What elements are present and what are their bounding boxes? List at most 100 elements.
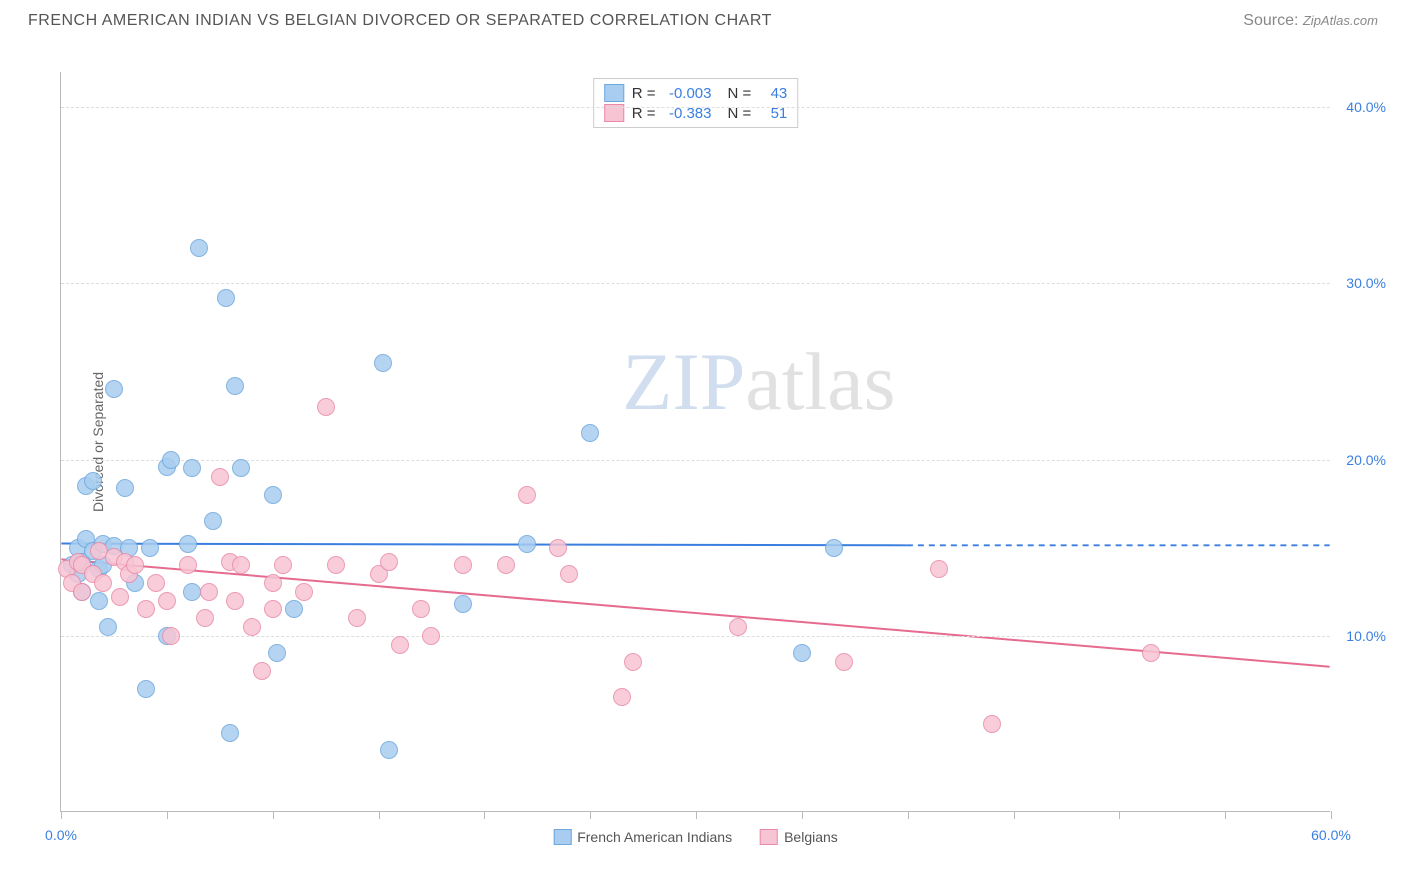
legend-item: French American Indians	[553, 829, 732, 845]
x-tick	[1119, 811, 1120, 819]
x-tick	[908, 811, 909, 819]
x-tick	[61, 811, 62, 819]
data-point	[94, 574, 112, 592]
data-point	[374, 354, 392, 372]
y-tick-label: 10.0%	[1346, 628, 1386, 644]
data-point	[253, 662, 271, 680]
data-point	[221, 724, 239, 742]
x-tick	[1225, 811, 1226, 819]
data-point	[200, 583, 218, 601]
data-point	[179, 535, 197, 553]
data-point	[454, 595, 472, 613]
data-point	[422, 627, 440, 645]
data-point	[983, 715, 1001, 733]
x-tick	[590, 811, 591, 819]
data-point	[162, 451, 180, 469]
data-point	[179, 556, 197, 574]
data-point	[518, 486, 536, 504]
data-point	[549, 539, 567, 557]
x-tick	[1014, 811, 1015, 819]
data-point	[1142, 644, 1160, 662]
data-point	[412, 600, 430, 618]
data-point	[274, 556, 292, 574]
legend-label: Belgians	[784, 829, 838, 845]
data-point	[147, 574, 165, 592]
data-point	[158, 592, 176, 610]
data-point	[497, 556, 515, 574]
data-point	[613, 688, 631, 706]
x-tick-label-min: 0.0%	[45, 827, 77, 843]
data-point	[137, 680, 155, 698]
data-point	[930, 560, 948, 578]
gridline	[61, 107, 1330, 108]
series-legend: French American Indians Belgians	[553, 829, 838, 845]
data-point	[285, 600, 303, 618]
watermark-atlas: atlas	[745, 336, 895, 427]
data-point	[729, 618, 747, 636]
data-point	[73, 583, 91, 601]
y-tick-label: 20.0%	[1346, 452, 1386, 468]
x-tick-label-max: 60.0%	[1311, 827, 1351, 843]
y-tick-label: 40.0%	[1346, 99, 1386, 115]
data-point	[317, 398, 335, 416]
stat-r-label: R =	[632, 85, 656, 102]
y-tick-label: 30.0%	[1346, 275, 1386, 291]
data-point	[825, 539, 843, 557]
data-point	[217, 289, 235, 307]
data-point	[183, 459, 201, 477]
chart-header: FRENCH AMERICAN INDIAN VS BELGIAN DIVORC…	[0, 0, 1406, 34]
x-tick	[167, 811, 168, 819]
data-point	[518, 535, 536, 553]
gridline	[61, 283, 1330, 284]
data-point	[232, 556, 250, 574]
data-point	[624, 653, 642, 671]
source-value: ZipAtlas.com	[1303, 13, 1378, 28]
data-point	[126, 556, 144, 574]
data-point	[137, 600, 155, 618]
data-point	[226, 592, 244, 610]
data-point	[204, 512, 222, 530]
data-point	[190, 239, 208, 257]
stat-n-value: 43	[759, 85, 787, 102]
data-point	[264, 574, 282, 592]
data-point	[581, 424, 599, 442]
stat-legend-row: R = -0.003 N = 43	[604, 83, 788, 103]
data-point	[835, 653, 853, 671]
watermark-zip: ZIP	[622, 336, 745, 427]
watermark: ZIPatlas	[622, 335, 895, 429]
stat-r-value: -0.003	[664, 85, 712, 102]
data-point	[454, 556, 472, 574]
gridline	[61, 460, 1330, 461]
x-tick	[273, 811, 274, 819]
data-point	[90, 592, 108, 610]
data-point	[380, 553, 398, 571]
x-tick	[696, 811, 697, 819]
data-point	[99, 618, 117, 636]
data-point	[380, 741, 398, 759]
x-tick	[484, 811, 485, 819]
data-point	[268, 644, 286, 662]
chart-title: FRENCH AMERICAN INDIAN VS BELGIAN DIVORC…	[28, 12, 772, 30]
data-point	[327, 556, 345, 574]
stat-legend: R =-0.003N =43R =-0.383N =51	[593, 78, 799, 128]
trendlines-svg	[61, 72, 1330, 811]
trend-line	[61, 559, 1329, 666]
data-point	[348, 609, 366, 627]
data-point	[183, 583, 201, 601]
data-point	[295, 583, 313, 601]
x-tick	[379, 811, 380, 819]
legend-swatch	[604, 84, 624, 102]
data-point	[264, 486, 282, 504]
stat-n-label: N =	[728, 85, 752, 102]
data-point	[211, 468, 229, 486]
data-point	[243, 618, 261, 636]
data-point	[196, 609, 214, 627]
plot-region: ZIPatlas R =-0.003N =43R =-0.383N =51 Fr…	[60, 72, 1330, 812]
data-point	[793, 644, 811, 662]
legend-item: Belgians	[760, 829, 838, 845]
chart-area: Divorced or Separated ZIPatlas R =-0.003…	[36, 52, 1376, 832]
data-point	[264, 600, 282, 618]
data-point	[232, 459, 250, 477]
data-point	[116, 479, 134, 497]
data-point	[162, 627, 180, 645]
